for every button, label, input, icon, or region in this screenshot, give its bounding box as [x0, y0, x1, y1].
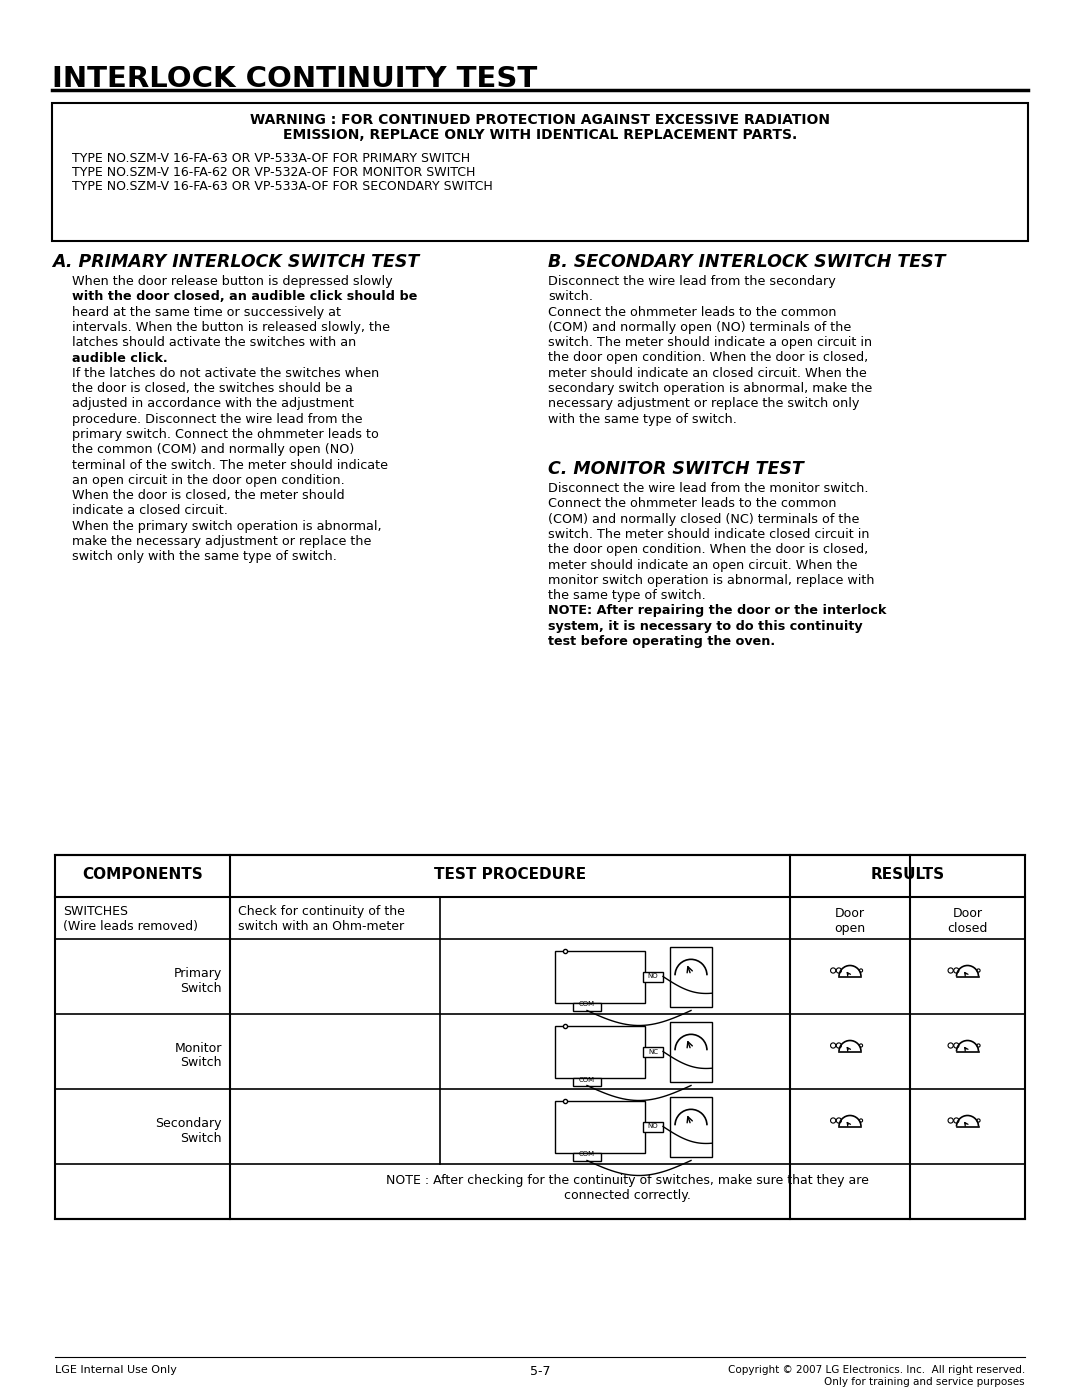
Text: system, it is necessary to do this continuity: system, it is necessary to do this conti…: [548, 620, 863, 632]
Text: with the door closed, an audible click should be: with the door closed, an audible click s…: [72, 291, 417, 304]
Bar: [573, 1153, 600, 1161]
Bar: [55, 855, 1025, 1219]
Text: (COM) and normally closed (NC) terminals of the: (COM) and normally closed (NC) terminals…: [548, 512, 860, 526]
Text: indicate a closed circuit.: indicate a closed circuit.: [72, 505, 228, 518]
Bar: [555, 950, 645, 1003]
Text: COM: COM: [579, 1151, 595, 1157]
Text: A. PRIMARY INTERLOCK SWITCH TEST: A. PRIMARY INTERLOCK SWITCH TEST: [52, 253, 419, 271]
Text: the door open condition. When the door is closed,: the door open condition. When the door i…: [548, 351, 868, 365]
Text: COM: COM: [579, 1076, 595, 1083]
Text: C. MONITOR SWITCH TEST: C. MONITOR SWITCH TEST: [548, 460, 804, 478]
Text: intervals. When the button is released slowly, the: intervals. When the button is released s…: [72, 320, 390, 334]
Text: meter should indicate an open circuit. When the: meter should indicate an open circuit. W…: [548, 558, 858, 572]
Text: Copyright © 2007 LG Electronics. Inc.  All right reserved.
Only for training and: Copyright © 2007 LG Electronics. Inc. Al…: [728, 1365, 1025, 1386]
Bar: [670, 947, 712, 1006]
Text: If the latches do not activate the switches when: If the latches do not activate the switc…: [72, 367, 379, 379]
Text: switch. The meter should indicate a open circuit in: switch. The meter should indicate a open…: [548, 336, 873, 350]
Text: switch only with the same type of switch.: switch only with the same type of switch…: [72, 550, 337, 564]
Text: switch.: switch.: [548, 291, 593, 304]
Bar: [670, 1097, 712, 1157]
Text: NO: NO: [648, 974, 659, 979]
Text: When the door release button is depressed slowly: When the door release button is depresse…: [72, 276, 393, 288]
Bar: [52, 104, 1028, 241]
Text: primary switch. Connect the ohmmeter leads to: primary switch. Connect the ohmmeter lea…: [72, 428, 379, 441]
Bar: [555, 1025, 645, 1077]
Text: audible click.: audible click.: [72, 351, 167, 365]
Text: the door open condition. When the door is closed,: the door open condition. When the door i…: [548, 543, 868, 557]
Text: switch. The meter should indicate closed circuit in: switch. The meter should indicate closed…: [548, 527, 869, 541]
Text: When the primary switch operation is abnormal,: When the primary switch operation is abn…: [72, 520, 381, 533]
Text: adjusted in accordance with the adjustment: adjusted in accordance with the adjustme…: [72, 397, 354, 410]
Text: Door
closed: Door closed: [947, 907, 988, 935]
Text: secondary switch operation is abnormal, make the: secondary switch operation is abnormal, …: [548, 382, 873, 395]
Text: procedure. Disconnect the wire lead from the: procedure. Disconnect the wire lead from…: [72, 413, 363, 425]
Text: latches should activate the switches with an: latches should activate the switches wit…: [72, 336, 356, 350]
Text: NO: NO: [648, 1123, 659, 1129]
Bar: [643, 1046, 663, 1056]
Text: Door
open: Door open: [835, 907, 865, 935]
Text: 5-7: 5-7: [530, 1365, 550, 1378]
Text: heard at the same time or successively at: heard at the same time or successively a…: [72, 305, 341, 319]
Text: Disconnect the wire lead from the secondary: Disconnect the wire lead from the second…: [548, 276, 836, 288]
Text: NOTE : After checking for the continuity of switches, make sure that they are: NOTE : After checking for the continuity…: [386, 1174, 869, 1186]
Bar: [573, 1077, 600, 1086]
Text: Primary
Switch: Primary Switch: [174, 967, 222, 995]
Text: meter should indicate an closed circuit. When the: meter should indicate an closed circuit.…: [548, 367, 867, 379]
Text: COMPONENTS: COMPONENTS: [82, 867, 203, 881]
Text: EMISSION, REPLACE ONLY WITH IDENTICAL REPLACEMENT PARTS.: EMISSION, REPLACE ONLY WITH IDENTICAL RE…: [283, 127, 797, 143]
Text: TYPE NO.SZM-V 16-FA-63 OR VP-533A-OF FOR PRIMARY SWITCH: TYPE NO.SZM-V 16-FA-63 OR VP-533A-OF FOR…: [72, 152, 470, 165]
Text: Check for continuity of the
switch with an Ohm-meter: Check for continuity of the switch with …: [238, 905, 405, 933]
Text: NC: NC: [648, 1048, 658, 1055]
Bar: [643, 971, 663, 982]
Text: TYPE NO.SZM-V 16-FA-63 OR VP-533A-OF FOR SECONDARY SWITCH: TYPE NO.SZM-V 16-FA-63 OR VP-533A-OF FOR…: [72, 180, 492, 193]
Text: NOTE: After repairing the door or the interlock: NOTE: After repairing the door or the in…: [548, 604, 887, 617]
Bar: [643, 1122, 663, 1132]
Text: COM: COM: [579, 1002, 595, 1007]
Bar: [670, 1021, 712, 1081]
Text: connected correctly.: connected correctly.: [564, 1189, 691, 1202]
Text: Disconnect the wire lead from the monitor switch.: Disconnect the wire lead from the monito…: [548, 483, 868, 495]
Text: make the necessary adjustment or replace the: make the necessary adjustment or replace…: [72, 534, 372, 548]
Text: Connect the ohmmeter leads to the common: Connect the ohmmeter leads to the common: [548, 497, 837, 511]
Text: WARNING : FOR CONTINUED PROTECTION AGAINST EXCESSIVE RADIATION: WARNING : FOR CONTINUED PROTECTION AGAIN…: [249, 113, 831, 127]
Text: an open circuit in the door open condition.: an open circuit in the door open conditi…: [72, 474, 345, 487]
Text: (COM) and normally open (NO) terminals of the: (COM) and normally open (NO) terminals o…: [548, 320, 851, 334]
Text: INTERLOCK CONTINUITY TEST: INTERLOCK CONTINUITY TEST: [52, 64, 537, 92]
Text: with the same type of switch.: with the same type of switch.: [548, 413, 737, 425]
Text: Monitor
Switch: Monitor Switch: [175, 1041, 222, 1069]
Text: the common (COM) and normally open (NO): the common (COM) and normally open (NO): [72, 443, 354, 456]
Text: RESULTS: RESULTS: [870, 867, 945, 881]
Text: the door is closed, the switches should be a: the door is closed, the switches should …: [72, 382, 353, 395]
Text: TYPE NO.SZM-V 16-FA-62 OR VP-532A-OF FOR MONITOR SWITCH: TYPE NO.SZM-V 16-FA-62 OR VP-532A-OF FOR…: [72, 166, 475, 179]
Bar: [555, 1101, 645, 1153]
Text: TEST PROCEDURE: TEST PROCEDURE: [434, 867, 586, 881]
Text: monitor switch operation is abnormal, replace with: monitor switch operation is abnormal, re…: [548, 574, 875, 586]
Text: LGE Internal Use Only: LGE Internal Use Only: [55, 1365, 177, 1375]
Bar: [573, 1003, 600, 1010]
Text: Secondary
Switch: Secondary Switch: [156, 1116, 222, 1144]
Text: the same type of switch.: the same type of switch.: [548, 589, 705, 602]
Text: test before operating the oven.: test before operating the oven.: [548, 635, 775, 648]
Text: terminal of the switch. The meter should indicate: terminal of the switch. The meter should…: [72, 459, 388, 471]
Text: SWITCHES
(Wire leads removed): SWITCHES (Wire leads removed): [63, 905, 198, 933]
Text: B. SECONDARY INTERLOCK SWITCH TEST: B. SECONDARY INTERLOCK SWITCH TEST: [548, 253, 945, 271]
Text: necessary adjustment or replace the switch only: necessary adjustment or replace the swit…: [548, 397, 860, 410]
Text: Connect the ohmmeter leads to the common: Connect the ohmmeter leads to the common: [548, 305, 837, 319]
Text: When the door is closed, the meter should: When the door is closed, the meter shoul…: [72, 490, 345, 502]
